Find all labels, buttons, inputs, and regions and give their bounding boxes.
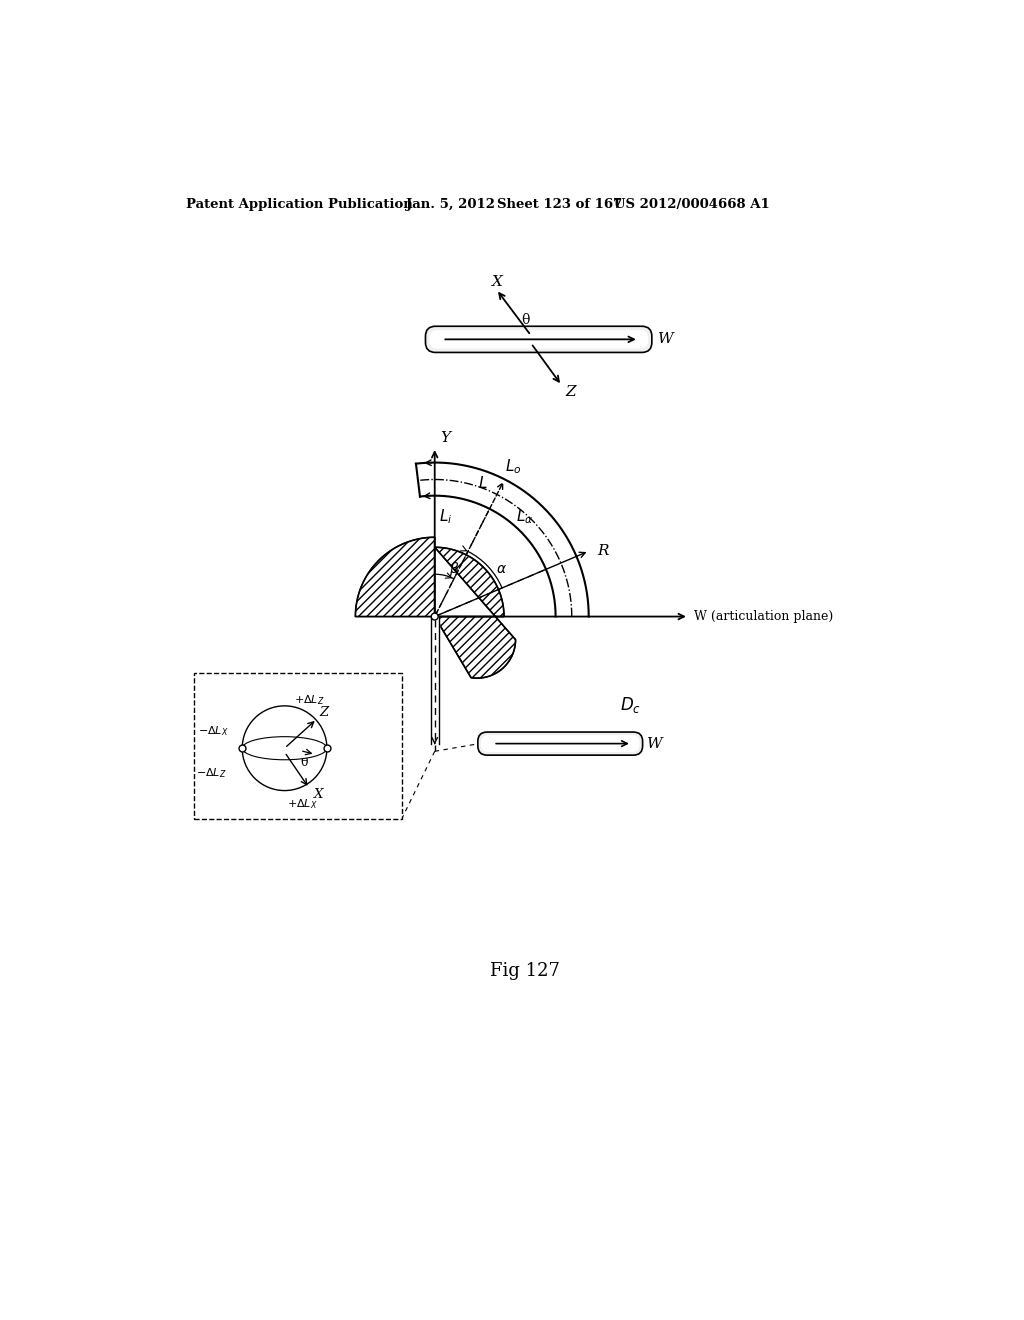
Text: $-\Delta L_Z$: $-\Delta L_Z$ bbox=[196, 766, 226, 780]
FancyBboxPatch shape bbox=[429, 330, 648, 348]
Text: $\alpha$: $\alpha$ bbox=[497, 562, 507, 576]
Text: X: X bbox=[493, 275, 503, 289]
Text: Fig 127: Fig 127 bbox=[489, 962, 560, 979]
Ellipse shape bbox=[243, 737, 327, 760]
Text: $+\Delta L_X$: $+\Delta L_X$ bbox=[287, 797, 317, 810]
Polygon shape bbox=[355, 537, 435, 616]
Text: Patent Application Publication: Patent Application Publication bbox=[186, 198, 413, 211]
Circle shape bbox=[431, 612, 438, 620]
Text: $-\Delta L_X$: $-\Delta L_X$ bbox=[198, 725, 228, 738]
Text: Sheet 123 of 167: Sheet 123 of 167 bbox=[497, 198, 623, 211]
FancyBboxPatch shape bbox=[425, 326, 652, 352]
Text: $L_o$: $L_o$ bbox=[505, 457, 521, 477]
Text: $L_i$: $L_i$ bbox=[439, 507, 453, 525]
Bar bbox=[194, 673, 401, 818]
Text: R: R bbox=[597, 544, 608, 558]
Text: θ: θ bbox=[300, 755, 307, 768]
Text: W (articulation plane): W (articulation plane) bbox=[694, 610, 834, 623]
Text: W: W bbox=[658, 333, 674, 346]
Text: Z: Z bbox=[319, 706, 329, 719]
Circle shape bbox=[243, 706, 327, 791]
Text: $\beta$: $\beta$ bbox=[449, 560, 459, 578]
Text: θ: θ bbox=[521, 313, 530, 327]
Text: $D_c$: $D_c$ bbox=[620, 696, 641, 715]
Text: $+\Delta L_Z$: $+\Delta L_Z$ bbox=[294, 693, 325, 706]
Polygon shape bbox=[435, 548, 515, 678]
Text: Z: Z bbox=[565, 384, 577, 399]
Text: W: W bbox=[647, 737, 663, 751]
Text: $L$: $L$ bbox=[478, 474, 487, 491]
Polygon shape bbox=[431, 616, 438, 743]
FancyBboxPatch shape bbox=[478, 733, 643, 755]
Text: Y: Y bbox=[440, 430, 451, 445]
Text: X: X bbox=[313, 788, 324, 801]
Text: Jan. 5, 2012: Jan. 5, 2012 bbox=[407, 198, 496, 211]
Text: $L_{\alpha}$: $L_{\alpha}$ bbox=[515, 507, 532, 525]
Text: US 2012/0004668 A1: US 2012/0004668 A1 bbox=[614, 198, 770, 211]
FancyBboxPatch shape bbox=[481, 735, 640, 752]
